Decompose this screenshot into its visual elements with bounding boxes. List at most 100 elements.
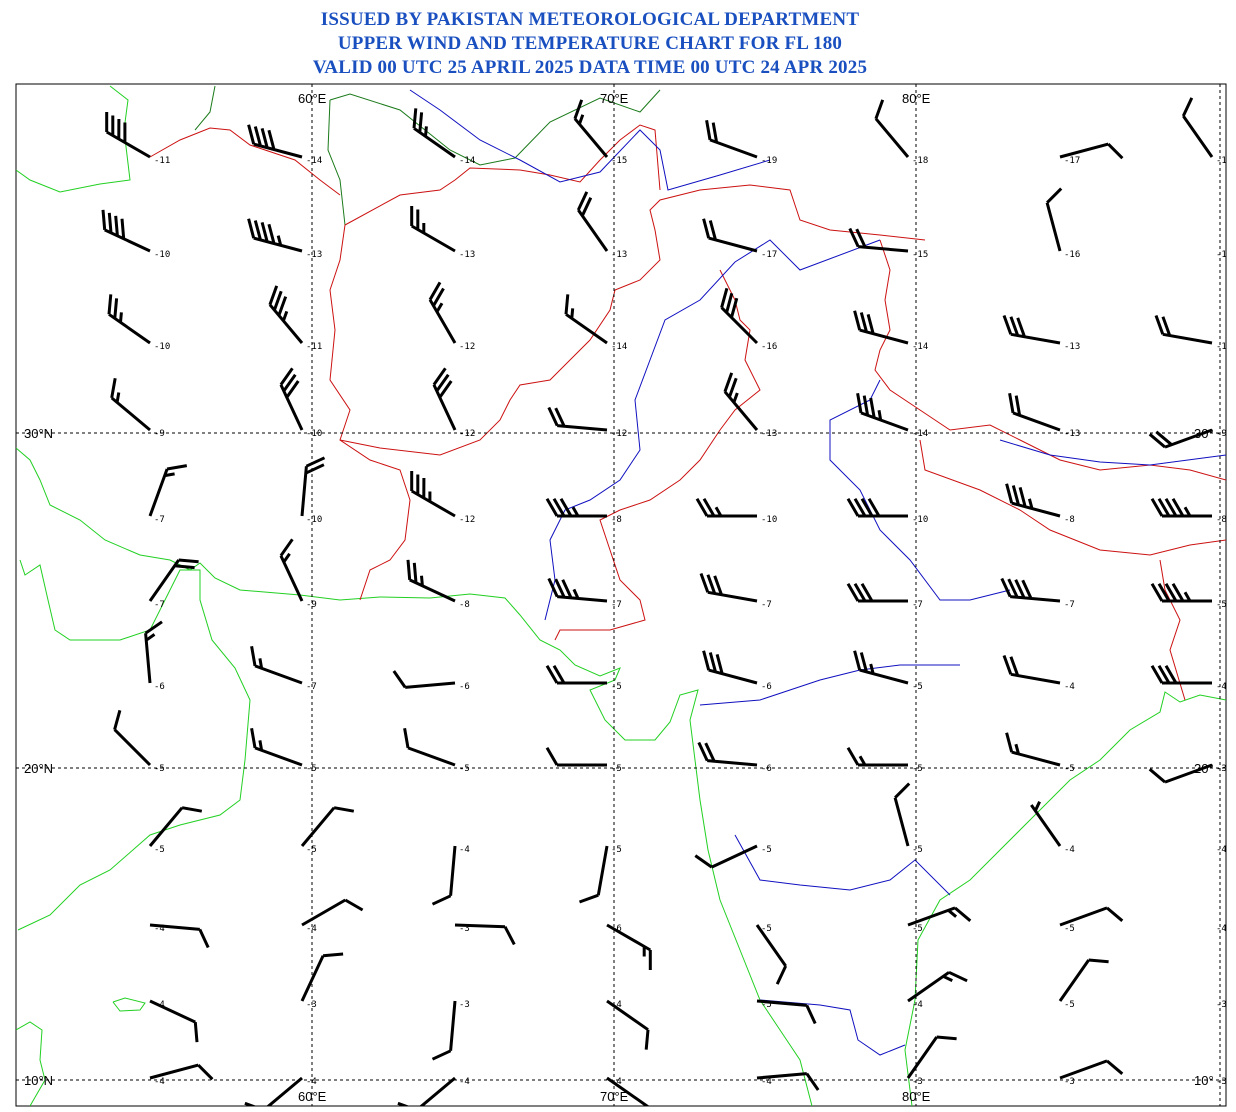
station-plot: -12: [432, 367, 475, 439]
wind-barb: [846, 497, 908, 518]
station-plot: -5: [1150, 582, 1226, 610]
station-plot: -4: [606, 1076, 649, 1106]
wind-barb: [1008, 392, 1061, 432]
wind-barb: [547, 406, 608, 432]
wind-barb: [144, 620, 163, 684]
temperature-label: -7: [912, 600, 923, 610]
temperature-label: -8: [459, 600, 470, 610]
station-plot: -13: [247, 218, 322, 260]
station-plot: -10: [279, 367, 322, 439]
station-plot: -7: [846, 582, 923, 610]
wind-barb: [149, 923, 210, 949]
station-plot: -12: [547, 406, 627, 439]
station-plot: -14: [853, 310, 928, 352]
iran-afghanistan-pakistan-border: [329, 224, 411, 601]
temperature-label: -14: [912, 342, 928, 352]
temperature-label: -3: [912, 1077, 923, 1087]
station-plot: -13: [410, 206, 475, 260]
station-plot: -3: [906, 1035, 957, 1087]
wind-barb: [1150, 582, 1212, 603]
temperature-label: -14: [459, 156, 475, 166]
temperature-label: -5: [1064, 764, 1075, 774]
temperature-label: -3: [306, 1000, 317, 1010]
lat-label-right: 30°: [1194, 426, 1214, 441]
wind-barb: [906, 1035, 957, 1079]
indus-river: [544, 239, 881, 621]
station-plot: -8: [406, 559, 470, 610]
station-plot: -3: [1148, 763, 1226, 784]
wind-barb: [1148, 428, 1213, 449]
station-plot: -5: [1059, 906, 1124, 934]
wind-barb: [756, 999, 817, 1025]
wind-barb: [410, 206, 456, 253]
temperature-label: -9: [154, 429, 165, 439]
temperature-label: -12: [459, 342, 475, 352]
wind-barb: [853, 650, 909, 685]
wind-barb: [247, 124, 303, 159]
lat-label-left: 20°N: [24, 761, 53, 776]
wind-barb: [723, 372, 759, 431]
station-plot: -5: [113, 709, 165, 774]
station-plot: -4: [606, 999, 650, 1050]
temperature-label: -9: [306, 600, 317, 610]
station-plot: -10: [846, 497, 928, 525]
station-plot: -7: [699, 572, 772, 610]
temperature-label: -5: [761, 845, 772, 855]
temperature-label: -5: [1064, 1000, 1075, 1010]
temperature-label: -16: [1064, 250, 1080, 260]
wind-barb: [431, 1000, 457, 1061]
wind-barb: [397, 1076, 456, 1106]
station-plot: -7: [148, 464, 188, 525]
temperature-label: -3: [459, 1000, 470, 1010]
wind-barb: [148, 464, 188, 517]
station-plot: -3: [1059, 1059, 1124, 1087]
temperature-label: -4: [459, 1077, 470, 1087]
wind-barb: [545, 497, 607, 518]
station-plot: -18: [874, 99, 928, 166]
temperature-label: -5: [912, 682, 923, 692]
station-plot: -4: [756, 1072, 820, 1091]
wind-barb: [1150, 497, 1212, 518]
temperature-label: -5: [912, 845, 923, 855]
temperature-label: -7: [1064, 600, 1075, 610]
temperature-label: -9: [1216, 429, 1227, 439]
station-plot: -8: [545, 497, 622, 525]
temperature-label: -12: [459, 515, 475, 525]
temperature-label: -5: [912, 924, 923, 934]
temperature-label: -6: [459, 682, 470, 692]
lon-label-bottom: 80°E: [902, 1089, 931, 1104]
wind-barb: [148, 558, 199, 602]
wind-barb: [573, 99, 609, 158]
graticule: [16, 84, 1226, 1106]
station-plot: -11: [105, 112, 170, 166]
wind-barb: [720, 287, 759, 345]
wind-barb: [695, 497, 757, 518]
temperature-label: -5: [912, 764, 923, 774]
central-asia-border: [327, 99, 346, 226]
wind-barb: [1002, 654, 1061, 685]
station-plot: -14: [564, 294, 627, 352]
wind-barb: [403, 727, 456, 767]
station-plot: -4: [149, 1063, 214, 1087]
wind-barb: [431, 845, 457, 906]
station-plot: -14: [247, 124, 322, 166]
wind-barb: [406, 559, 456, 603]
station-plot: -8: [1005, 483, 1075, 525]
island-coastline: [112, 997, 146, 1012]
temperature-label: -10: [306, 515, 322, 525]
station-plot: -10: [107, 294, 170, 352]
wind-barb: [702, 650, 758, 685]
station-plots: -11 -14 -14 -15 -19 -18 -17 -16 -10 -13 -13 -13 -17 -…: [101, 97, 1232, 1106]
station-plot: -9: [110, 377, 165, 439]
temperature-label: -4: [154, 1077, 165, 1087]
temperature-label: -4: [1216, 682, 1227, 692]
temperature-label: -18: [912, 156, 928, 166]
wind-barb: [1059, 1059, 1124, 1080]
temperature-label: -4: [1064, 845, 1075, 855]
wind-barb: [755, 924, 788, 985]
map-frame: [15, 83, 1227, 1107]
wind-barb: [1059, 142, 1124, 160]
caspian-coastline: [16, 85, 131, 193]
temperature-label: -4: [611, 1077, 622, 1087]
temperature-label: -11: [1216, 342, 1232, 352]
